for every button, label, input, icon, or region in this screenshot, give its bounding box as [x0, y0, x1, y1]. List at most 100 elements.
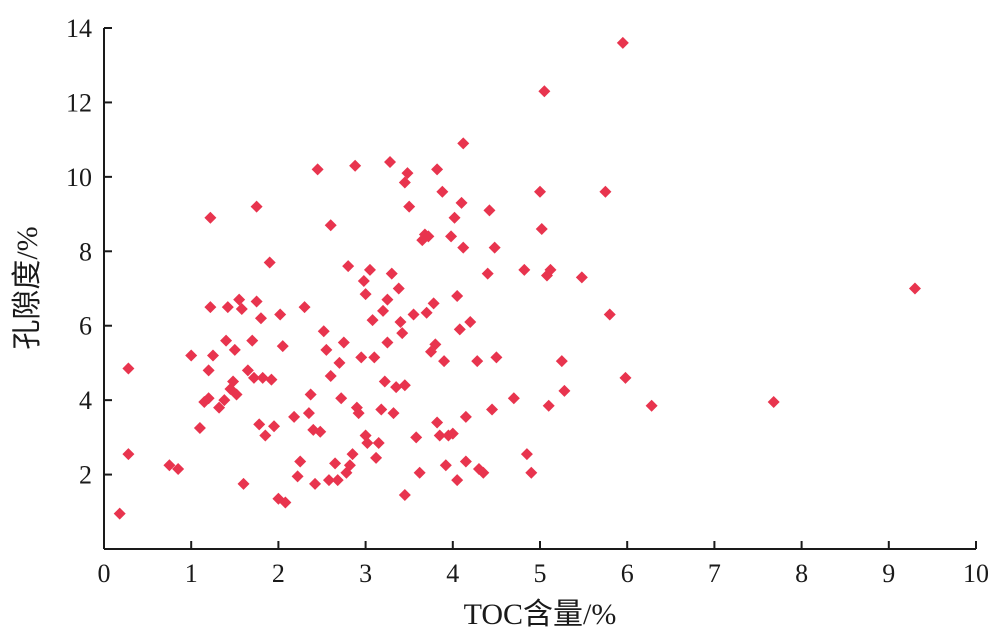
data-point [357, 275, 370, 288]
data-point [392, 282, 405, 295]
data-point [227, 375, 240, 388]
data-point [207, 349, 219, 362]
x-tick-label: 10 [963, 559, 989, 588]
data-point [342, 260, 355, 273]
data-point [221, 301, 234, 314]
data-point [279, 496, 292, 509]
data-point [246, 334, 259, 347]
data-point [311, 163, 324, 176]
data-point [259, 429, 272, 442]
data-point [603, 308, 616, 321]
data-point [451, 289, 464, 302]
data-point [431, 416, 444, 429]
data-point [436, 185, 449, 198]
data-point [329, 457, 342, 470]
x-tick-label: 6 [621, 559, 634, 588]
x-tick-label: 3 [359, 559, 372, 588]
data-point [256, 371, 269, 384]
data-point [185, 349, 198, 362]
data-point [459, 410, 472, 423]
data-point [616, 36, 629, 49]
data-point [372, 436, 385, 449]
data-point [767, 396, 780, 409]
data-point [381, 293, 394, 306]
data-point [218, 394, 231, 407]
data-point [619, 371, 632, 384]
data-point [507, 392, 520, 405]
data-point [335, 392, 348, 405]
x-tick-label: 2 [272, 559, 285, 588]
y-tick-label: 14 [66, 14, 92, 43]
data-point [268, 420, 281, 433]
data-point [333, 356, 346, 369]
data-point [544, 263, 557, 276]
data-point [324, 369, 337, 382]
data-point [202, 364, 215, 377]
data-point [355, 351, 368, 364]
data-point [361, 436, 374, 449]
x-tick-label: 7 [708, 559, 721, 588]
data-point [431, 163, 444, 176]
data-point [276, 340, 289, 353]
data-point [294, 455, 307, 468]
axes [103, 28, 976, 550]
data-point [122, 362, 135, 375]
data-point [343, 459, 356, 472]
data-point [555, 355, 568, 368]
data-point [525, 466, 538, 479]
y-tick-label: 2 [79, 461, 92, 490]
data-point [538, 85, 551, 98]
data-point [398, 379, 411, 392]
x-tick-label: 1 [185, 559, 198, 588]
data-point [535, 222, 548, 235]
data-point [453, 323, 466, 336]
data-point [422, 230, 435, 243]
data-point [490, 351, 503, 364]
data-point [908, 282, 921, 295]
data-point [368, 351, 381, 364]
data-point [320, 343, 333, 356]
data-point [459, 455, 472, 468]
data-point [172, 462, 185, 475]
x-tick-label: 5 [534, 559, 547, 588]
data-point [202, 392, 215, 405]
data-point [352, 407, 365, 420]
data-point [309, 477, 322, 490]
data-point [366, 314, 379, 327]
data-point [337, 336, 350, 349]
data-point [398, 489, 411, 502]
data-point [193, 422, 206, 435]
data-point [263, 256, 276, 269]
y-axis-title: 孔隙度/% [11, 226, 44, 349]
data-point [233, 293, 246, 306]
data-point [204, 211, 217, 224]
data-point [394, 315, 407, 328]
data-point [375, 403, 388, 416]
x-tick-label: 4 [446, 559, 459, 588]
data-point [542, 399, 555, 412]
data-point [481, 267, 494, 280]
data-point [378, 375, 391, 388]
data-point [288, 410, 301, 423]
data-point [413, 466, 426, 479]
data-point [457, 137, 470, 150]
data-points [113, 36, 921, 520]
data-point [113, 507, 126, 520]
data-point [250, 295, 263, 308]
data-point [384, 155, 397, 168]
x-tick-label: 9 [882, 559, 895, 588]
data-point [346, 448, 359, 461]
data-point [410, 431, 423, 444]
data-point [122, 448, 135, 461]
data-point [520, 448, 533, 461]
data-point [331, 474, 344, 487]
data-point [314, 425, 327, 438]
data-point [433, 429, 446, 442]
data-point [247, 371, 260, 384]
data-point [163, 459, 176, 472]
x-tick-label: 0 [98, 559, 111, 588]
data-point [471, 355, 484, 368]
data-point [302, 407, 315, 420]
data-point [265, 373, 278, 386]
